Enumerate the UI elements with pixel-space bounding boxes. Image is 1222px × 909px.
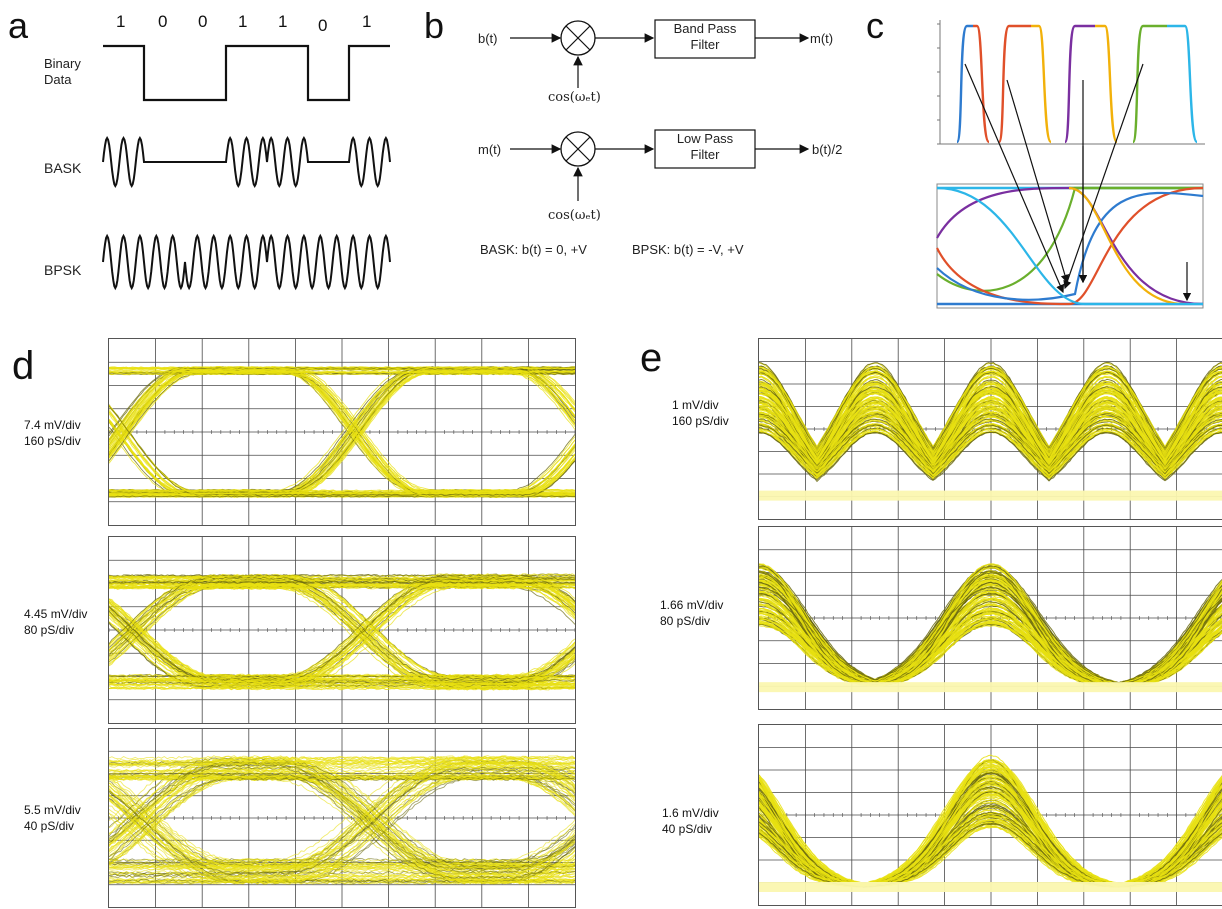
bit-label: 1: [362, 12, 372, 31]
e-scope-3: [758, 724, 1222, 906]
bpsk-note: BPSK: b(t) = -V, +V: [632, 242, 744, 257]
bit-label: 1: [278, 12, 288, 31]
band-pass-filter-label: Band Pass Filter: [673, 21, 737, 53]
top-input-label: b(t): [478, 31, 498, 46]
top-carrier-label: cos(ωₑt): [548, 90, 601, 105]
d-scope-2-label: 4.45 mV/div 80 pS/div: [24, 607, 88, 637]
bottom-carrier-label: cos(ωₑt): [548, 208, 601, 223]
bit-label: 0: [158, 12, 168, 31]
e-scope-3-label: 1.6 mV/div 40 pS/div: [662, 806, 719, 836]
bpsk-label: BPSK: [44, 262, 82, 278]
bit-label: 0: [318, 16, 328, 35]
low-pass-filter-label: Low Pass Filter: [676, 131, 734, 163]
panel-a-letter: a: [8, 5, 29, 46]
panel-d-letter: d: [12, 344, 35, 388]
d-scope-1-label: 7.4 mV/div 160 pS/div: [24, 418, 81, 448]
panel-b-block-diagram: [510, 19, 810, 201]
bask-trace: [102, 135, 391, 189]
binary-data-label: Binary Data: [44, 56, 81, 88]
bit-label: 1: [116, 12, 126, 31]
bask-label: BASK: [44, 160, 82, 176]
panel-e-letter: e: [640, 336, 663, 380]
panel-a-waveforms: [102, 44, 391, 291]
bpsk-trace: [102, 233, 391, 291]
top-output-label: m(t): [810, 31, 834, 46]
e-scope-2-label: 1.66 mV/div 80 pS/div: [660, 598, 724, 628]
e-scope-1: [758, 338, 1222, 520]
low-pass-filter-box: [654, 129, 756, 169]
binary-data-trace: [103, 44, 390, 102]
d-scope-3-label: 5.5 mV/div 40 pS/div: [24, 803, 81, 833]
d-scope-3: [108, 728, 576, 908]
bit-label: 0: [198, 12, 208, 31]
d-scope-2: [108, 536, 576, 724]
bottom-input-label: m(t): [478, 142, 502, 157]
bottom-output-label: b(t)/2: [812, 142, 843, 157]
e-scope-2: [758, 526, 1222, 710]
panel-c-eye-construction: [936, 20, 1205, 309]
bit-label: 1: [238, 12, 248, 31]
d-scope-1: [108, 338, 576, 526]
e-scope-1-label: 1 mV/div 160 pS/div: [672, 398, 729, 428]
panel-b-letter: b: [424, 5, 445, 46]
band-pass-filter-box: [654, 19, 756, 59]
bask-note: BASK: b(t) = 0, +V: [480, 242, 587, 257]
panel-c-letter: c: [866, 5, 884, 46]
